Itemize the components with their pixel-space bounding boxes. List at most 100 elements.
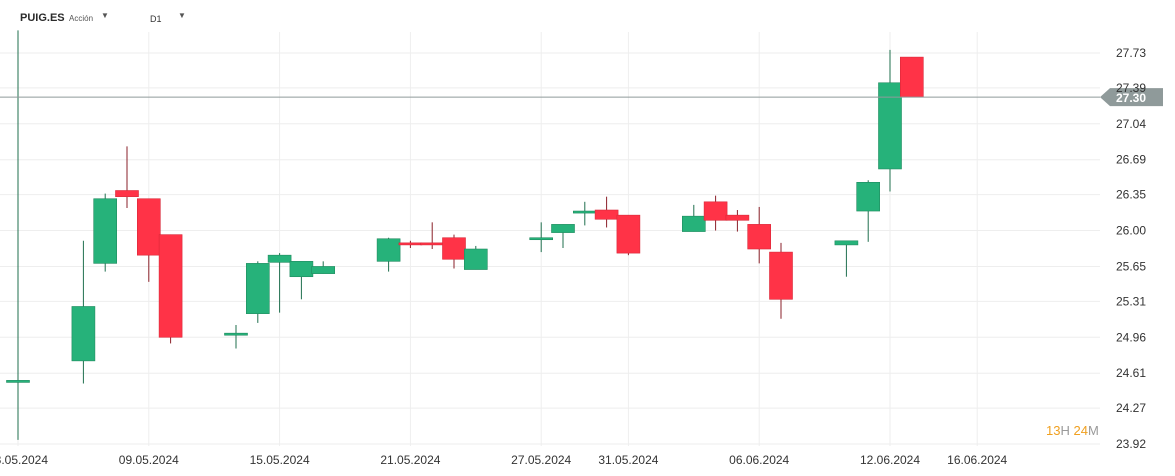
candle-07.05.2024 bbox=[93, 193, 117, 272]
x-tick-label: 09.05.2024 bbox=[119, 453, 179, 467]
chevron-down-icon[interactable]: ▼ bbox=[101, 11, 109, 20]
countdown-minutes: 24 bbox=[1073, 423, 1088, 438]
candle-03.05.2024 bbox=[6, 30, 30, 440]
candle-22.05.2024 bbox=[420, 222, 445, 250]
candle-body-up bbox=[289, 261, 314, 278]
candle-body-down bbox=[158, 234, 183, 338]
y-tick-label: 27.04 bbox=[1116, 117, 1146, 131]
candle-14.05.2024 bbox=[246, 261, 270, 323]
candle-body-down bbox=[137, 198, 161, 256]
bar-countdown: 13H 24M bbox=[1046, 423, 1099, 438]
instrument-type-label: Acción bbox=[69, 14, 94, 23]
candle-07.06.2024 bbox=[769, 242, 793, 319]
candle-23.05.2024 bbox=[442, 234, 466, 269]
timeframe-selector[interactable]: D1 bbox=[150, 14, 162, 24]
candle-body-up bbox=[6, 380, 30, 383]
candle-21.05.2024 bbox=[398, 240, 423, 248]
candle-body-up bbox=[572, 210, 597, 214]
candle-body-up bbox=[71, 306, 96, 362]
y-tick-label: 23.92 bbox=[1116, 437, 1146, 451]
candle-06.05.2024 bbox=[71, 240, 96, 384]
candle-body-up bbox=[93, 198, 117, 264]
y-tick-label: 24.61 bbox=[1116, 366, 1146, 380]
chart-toolbar: PUIG.ES Acción ▼ D1 ▼ bbox=[0, 0, 600, 34]
current-price-label: 27.30 bbox=[1116, 91, 1146, 105]
x-tick-label: 03.05.2024 bbox=[0, 453, 48, 467]
candle-13.06.2024 bbox=[899, 56, 924, 98]
candle-body-up bbox=[834, 240, 859, 246]
candle-20.05.2024 bbox=[376, 237, 401, 272]
y-tick-label: 24.96 bbox=[1116, 330, 1146, 344]
y-tick-label: 25.65 bbox=[1116, 259, 1146, 273]
candle-04.06.2024 bbox=[703, 195, 728, 231]
candle-body-down bbox=[398, 242, 423, 246]
candle-12.06.2024 bbox=[878, 49, 902, 192]
candle-body-down bbox=[442, 237, 466, 260]
candle-body-up bbox=[551, 224, 575, 233]
grid bbox=[0, 32, 1100, 446]
candle-body-up bbox=[463, 248, 488, 270]
candle-body-up bbox=[224, 332, 248, 336]
candle-03.06.2024 bbox=[681, 204, 706, 232]
y-tick-label: 25.31 bbox=[1116, 294, 1146, 308]
candle-11.06.2024 bbox=[856, 180, 881, 242]
current-price-label-bg bbox=[1100, 88, 1163, 107]
candle-15.05.2024 bbox=[267, 253, 292, 313]
candle-body-down bbox=[769, 251, 793, 300]
candle-06.06.2024 bbox=[747, 206, 772, 264]
candle-30.05.2024 bbox=[594, 196, 619, 228]
x-tick-label: 15.05.2024 bbox=[250, 453, 310, 467]
candle-body-down bbox=[703, 201, 728, 221]
y-tick-label: 26.35 bbox=[1116, 188, 1146, 202]
countdown-hours-unit: H bbox=[1060, 423, 1070, 438]
candle-body-up bbox=[529, 237, 554, 241]
candle-body-up bbox=[878, 82, 902, 170]
candle-05.06.2024 bbox=[725, 210, 750, 232]
candle-28.05.2024 bbox=[551, 224, 575, 248]
candle-24.05.2024 bbox=[463, 245, 488, 270]
chevron-down-icon[interactable]: ▼ bbox=[178, 11, 186, 20]
candle-10.05.2024 bbox=[158, 234, 183, 344]
x-tick-label: 31.05.2024 bbox=[598, 453, 658, 467]
y-tick-label: 27.73 bbox=[1116, 46, 1146, 60]
candle-13.05.2024 bbox=[224, 324, 248, 349]
candle-body-down bbox=[899, 56, 924, 98]
y-tick-label: 24.27 bbox=[1116, 401, 1146, 415]
candle-body-up bbox=[246, 263, 270, 314]
candle-09.05.2024 bbox=[137, 198, 161, 282]
candle-16.05.2024 bbox=[289, 261, 314, 300]
candle-29.05.2024 bbox=[572, 201, 597, 226]
candle-body-down bbox=[420, 242, 445, 246]
y-tick-label: 26.69 bbox=[1116, 153, 1146, 167]
candle-body-down bbox=[594, 209, 619, 220]
candles bbox=[6, 30, 924, 440]
candle-08.05.2024 bbox=[115, 146, 139, 208]
candle-body-down bbox=[725, 214, 750, 221]
candle-body-down bbox=[747, 224, 772, 250]
candle-body-down bbox=[115, 190, 139, 197]
x-tick-label: 27.05.2024 bbox=[511, 453, 571, 467]
candle-27.05.2024 bbox=[529, 222, 554, 253]
current-price-line: 27.30 bbox=[0, 88, 1163, 107]
candle-body-up bbox=[267, 254, 292, 263]
candle-body-up bbox=[376, 238, 401, 262]
x-axis: 03.05.2024 09.05.2024 15.05.2024 21.05.2024… bbox=[0, 453, 1008, 467]
candle-17.05.2024 bbox=[311, 261, 336, 274]
countdown-hours: 13 bbox=[1046, 423, 1061, 438]
symbol-selector[interactable]: PUIG.ES bbox=[20, 12, 65, 24]
x-tick-label: 21.05.2024 bbox=[380, 453, 440, 467]
candle-body-up bbox=[856, 182, 881, 212]
candle-body-up bbox=[311, 266, 336, 274]
y-tick-label: 27.39 bbox=[1116, 81, 1146, 95]
x-tick-label: 06.06.2024 bbox=[729, 453, 789, 467]
y-axis: 27.73 27.39 27.04 26.69 26.35 26.00 25.65 25.31… bbox=[1116, 46, 1146, 451]
candle-body-up bbox=[681, 215, 706, 232]
x-tick-label: 12.06.2024 bbox=[860, 453, 920, 467]
candle-body-down bbox=[616, 214, 641, 254]
countdown-minutes-unit: M bbox=[1087, 423, 1099, 438]
candle-10.06.2024 bbox=[834, 240, 859, 277]
y-tick-label: 26.00 bbox=[1116, 224, 1146, 238]
candle-31.05.2024 bbox=[616, 214, 641, 256]
x-tick-label: 16.06.2024 bbox=[947, 453, 1007, 467]
